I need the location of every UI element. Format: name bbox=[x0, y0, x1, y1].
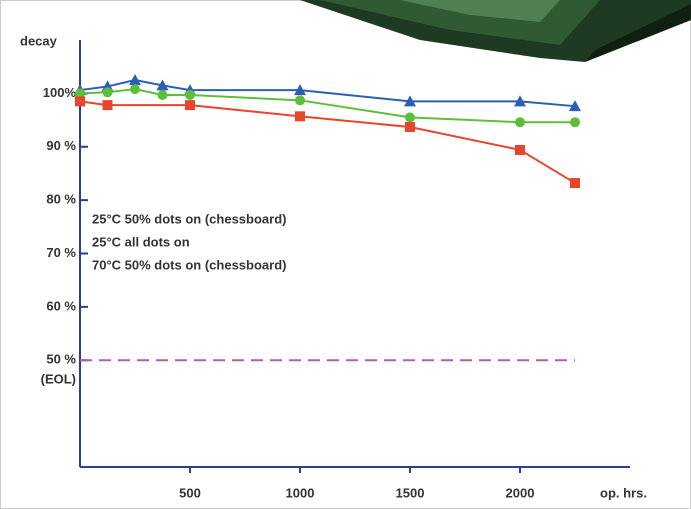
marker bbox=[515, 145, 525, 155]
marker bbox=[158, 90, 168, 100]
x-tick-label: 2000 bbox=[506, 485, 535, 500]
y-tick-label: 80 % bbox=[46, 192, 76, 207]
threshold-label: (EOL) bbox=[41, 372, 76, 387]
legend-entry: 25°C all dots on bbox=[92, 234, 190, 249]
marker bbox=[405, 112, 415, 122]
x-tick-label: 1500 bbox=[396, 485, 425, 500]
y-axis-title: decay bbox=[20, 33, 58, 48]
marker bbox=[570, 178, 580, 188]
y-tick-label: 60 % bbox=[46, 298, 76, 313]
marker bbox=[185, 90, 195, 100]
marker bbox=[515, 117, 525, 127]
y-tick-label: 70 % bbox=[46, 245, 76, 260]
marker bbox=[130, 84, 140, 94]
y-tick-label: 100% bbox=[43, 85, 77, 100]
marker bbox=[570, 117, 580, 127]
y-tick-label: 90 % bbox=[46, 138, 76, 153]
y-tick-label: 50 % bbox=[46, 352, 76, 367]
x-tick-label: 1000 bbox=[286, 485, 315, 500]
chart: decay op. hrs. 50 % 60 % 70 % 80 % 90 % 100% 5… bbox=[0, 0, 691, 509]
marker bbox=[295, 111, 305, 121]
marker bbox=[103, 87, 113, 97]
marker bbox=[185, 100, 195, 110]
marker bbox=[75, 96, 85, 106]
frame bbox=[1, 1, 691, 509]
x-axis-title: op. hrs. bbox=[600, 485, 647, 500]
legend-entry: 70°C 50% dots on (chessboard) bbox=[92, 257, 286, 272]
marker bbox=[295, 95, 305, 105]
marker bbox=[103, 100, 113, 110]
legend-entry: 25°C 50% dots on (chessboard) bbox=[92, 211, 286, 226]
marker bbox=[405, 122, 415, 132]
x-tick-label: 500 bbox=[179, 485, 201, 500]
